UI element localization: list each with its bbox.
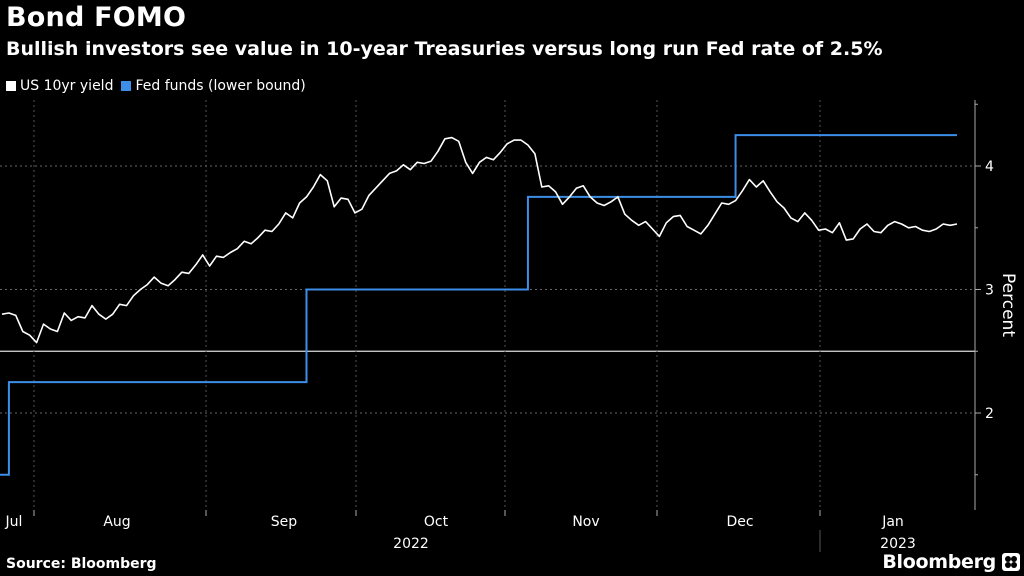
series-line-us10y <box>1 136 958 344</box>
y-tick-label: 3 <box>985 283 994 299</box>
x-axis: Jul Aug Sep Oct Nov Dec Jan 2022 2023 <box>5 510 916 552</box>
y-tick-label: 2 <box>985 406 994 422</box>
y-tick-label: 4 <box>985 159 994 175</box>
x-tick-label: Jul <box>5 514 23 530</box>
x-tick-label: Aug <box>103 514 130 530</box>
legend-item-fed-funds: Fed funds (lower bound) <box>121 78 306 94</box>
legend-label-us10y: US 10yr yield <box>20 78 114 94</box>
bloomberg-logo-icon <box>1002 553 1020 571</box>
legend-label-fed-funds: Fed funds (lower bound) <box>135 78 306 94</box>
chart-subtitle: Bullish investors see value in 10-year T… <box>6 38 883 60</box>
legend-swatch-fed-funds <box>121 81 132 91</box>
chart-title: Bond FOMO <box>6 2 187 33</box>
legend: US 10yr yield Fed funds (lower bound) <box>6 78 314 94</box>
x-tick-label: Sep <box>271 514 298 530</box>
legend-swatch-us10y <box>6 81 16 91</box>
x-tick-label: Oct <box>424 514 449 530</box>
x-year-label: 2023 <box>880 536 916 552</box>
x-tick-label: Nov <box>572 514 599 530</box>
source-note: Source: Bloomberg <box>6 556 157 572</box>
y-axis: 2 3 4 Percent <box>974 100 1018 510</box>
x-tick-label: Jan <box>881 514 904 530</box>
bloomberg-logo: Bloomberg <box>882 551 996 573</box>
gridlines <box>0 100 975 510</box>
legend-item-us10y: US 10yr yield <box>6 78 113 94</box>
series-line-fed-funds <box>0 134 957 476</box>
x-tick-label: Dec <box>726 514 753 530</box>
series-lines <box>0 134 958 476</box>
x-year-label: 2022 <box>393 536 429 552</box>
y-axis-label: Percent <box>998 273 1018 337</box>
